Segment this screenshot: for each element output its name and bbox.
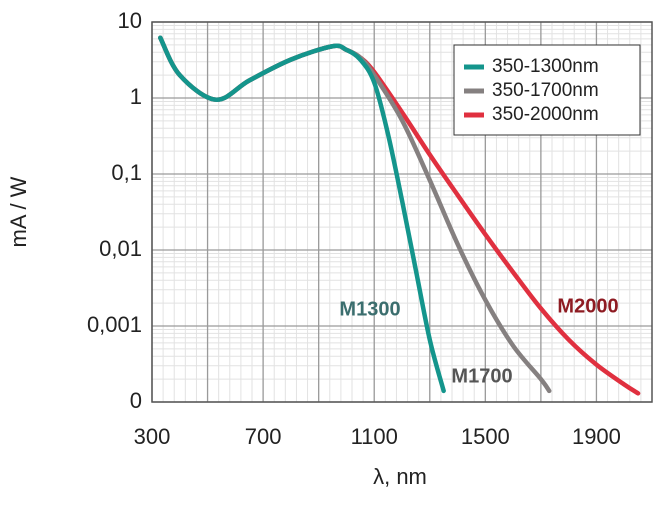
x-tick-label: 1500	[461, 424, 510, 449]
annotation: M1700	[451, 365, 512, 387]
y-tick-label: 10	[118, 8, 142, 33]
plot-frame	[151, 21, 653, 403]
legend-label: 350-2000nm	[492, 104, 599, 125]
legend-box	[453, 44, 641, 136]
y-tick-label: 0,1	[111, 160, 142, 185]
y-tick-label: 0,001	[87, 312, 142, 337]
legend-label: 350-1300nm	[492, 56, 599, 77]
legend-label: 350-1700nm	[492, 80, 599, 101]
annotation: M2000	[557, 295, 618, 317]
x-tick-label: 300	[134, 424, 171, 449]
x-tick-label: 700	[245, 424, 282, 449]
x-tick-label: 1900	[572, 424, 621, 449]
y-tick-label: 0,01	[99, 236, 142, 261]
line	[158, 35, 446, 394]
x-axis-label: λ, nm	[373, 464, 427, 489]
y-tick-label: 0	[130, 388, 142, 413]
y-axis-label: mA / W	[6, 176, 31, 247]
x-tick-label: 1100	[351, 424, 398, 449]
annotation: M1300	[339, 298, 400, 320]
y-tick-label: 1	[130, 84, 142, 109]
